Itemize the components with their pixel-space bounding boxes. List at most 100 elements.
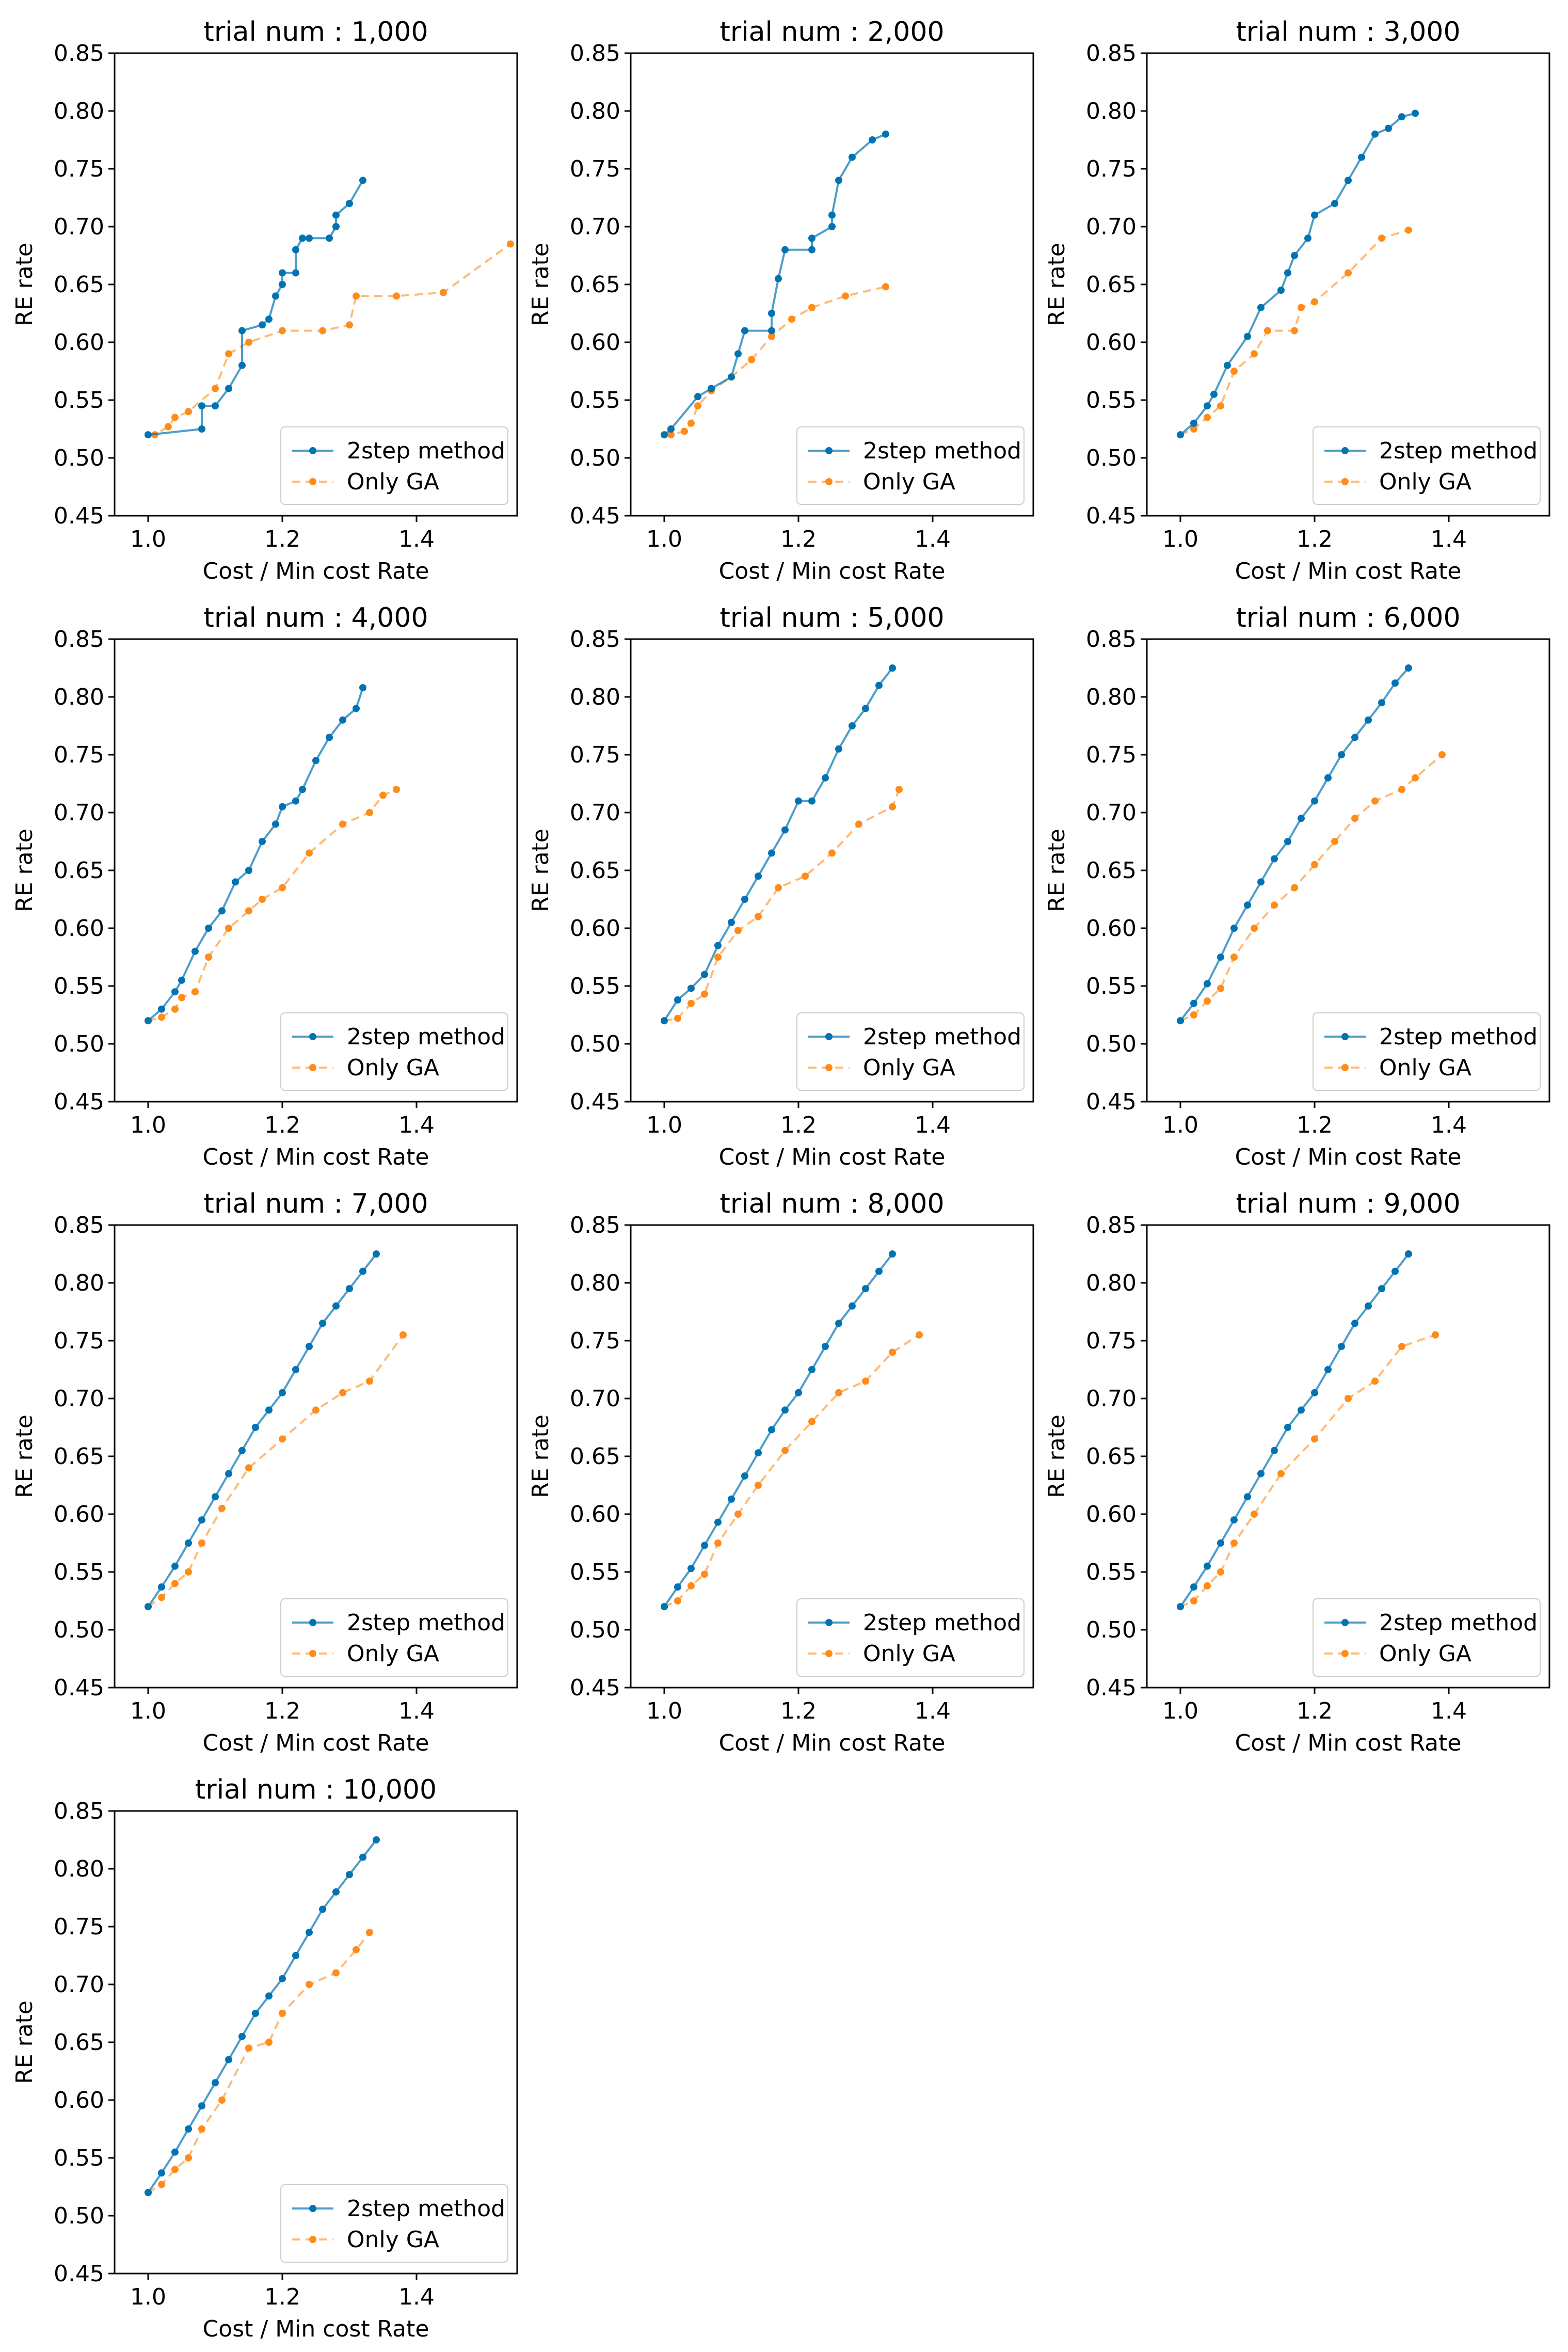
data-point-2step <box>232 878 239 886</box>
data-point-2step <box>849 153 856 161</box>
data-point-only-ga <box>158 1594 165 1601</box>
series-line-only-ga <box>147 1334 404 1608</box>
x-tick-label: 1.0 <box>1162 526 1198 552</box>
data-point-2step <box>265 1992 273 2000</box>
x-tick-label: 1.2 <box>264 2284 300 2310</box>
legend-label-2step: 2step method <box>347 2196 505 2222</box>
chart-panel-9: trial num : 9,000 0.45 0.50 0.55 0.60 0.65 0.7… <box>1044 1188 1550 1756</box>
y-tick-label: 0.75 <box>1086 1328 1137 1354</box>
y-tick-label: 0.45 <box>570 503 620 529</box>
y-tick-label: 0.85 <box>1086 1212 1137 1238</box>
data-point-2step <box>272 292 279 300</box>
data-point-2step <box>1244 1493 1251 1501</box>
y-tick-label: 0.55 <box>570 973 620 999</box>
y-tick-label: 0.60 <box>570 915 620 942</box>
data-point-only-ga <box>191 988 199 996</box>
x-tick-label: 1.2 <box>264 526 300 552</box>
y-axis-label: RE rate <box>1044 243 1070 326</box>
data-point-only-ga <box>353 292 360 300</box>
data-point-2step <box>1298 1406 1305 1414</box>
chart-title: trial num : 3,000 <box>1236 17 1460 47</box>
data-point-2step <box>781 826 789 834</box>
y-tick-label: 0.70 <box>570 1386 620 1412</box>
data-point-only-ga <box>185 1568 192 1576</box>
data-point-2step <box>359 177 366 184</box>
y-tick-label: 0.55 <box>570 1559 620 1585</box>
legend-box <box>1313 1598 1541 1677</box>
data-point-only-ga <box>171 2166 179 2173</box>
legend-label-only-ga: Only GA <box>1379 469 1471 495</box>
data-point-2step <box>279 281 286 288</box>
data-point-2step <box>265 1406 273 1414</box>
data-point-2step <box>1391 679 1399 687</box>
data-point-2step <box>252 2010 259 2017</box>
data-point-2step <box>1217 1539 1224 1547</box>
data-point-only-ga <box>158 2181 165 2188</box>
data-point-2step <box>1412 109 1419 117</box>
data-point-only-ga <box>312 1406 319 1414</box>
data-point-only-ga <box>808 304 815 311</box>
legend-marker-2step <box>309 1619 316 1626</box>
data-point-only-ga <box>507 240 514 248</box>
y-tick-label: 0.70 <box>1086 1386 1137 1412</box>
data-point-2step <box>661 431 668 439</box>
data-point-only-ga <box>775 884 782 892</box>
data-point-only-ga <box>1331 838 1338 845</box>
data-point-2step <box>171 988 179 996</box>
data-point-2step <box>332 223 340 230</box>
series-line-2step <box>663 667 893 1022</box>
data-point-2step <box>158 1583 165 1591</box>
data-point-2step <box>178 976 185 984</box>
y-axis-label: RE rate <box>1044 829 1070 912</box>
x-tick-label: 1.2 <box>264 1112 300 1138</box>
data-point-only-ga <box>788 315 795 323</box>
data-point-only-ga <box>802 872 809 880</box>
data-point-only-ga <box>1371 1377 1379 1385</box>
data-point-only-ga <box>339 820 346 828</box>
data-point-2step <box>1177 1017 1184 1025</box>
data-point-2step <box>808 1366 815 1373</box>
data-point-only-ga <box>279 884 286 892</box>
data-point-2step <box>279 1975 286 1982</box>
y-tick-label: 0.80 <box>1086 1270 1137 1296</box>
series-line-only-ga <box>1180 1333 1436 1608</box>
data-point-2step <box>1405 1250 1412 1258</box>
data-point-2step <box>1177 431 1184 439</box>
data-point-2step <box>1204 980 1211 988</box>
y-tick-label: 0.45 <box>54 1675 104 1701</box>
chart-title: trial num : 8,000 <box>719 1188 944 1219</box>
data-point-only-ga <box>755 913 762 920</box>
chart-panel-6: trial num : 6,000 0.45 0.50 0.55 0.60 0.65 0.7… <box>1044 602 1550 1170</box>
x-axis-label: Cost / Min cost Rate <box>203 558 429 584</box>
data-point-only-ga <box>781 1447 789 1454</box>
data-point-only-ga <box>1251 350 1258 358</box>
y-axis-label: RE rate <box>527 243 554 326</box>
y-tick-label: 0.50 <box>54 2203 104 2229</box>
legend-label-2step: 2step method <box>863 1610 1021 1636</box>
data-point-2step <box>701 971 708 978</box>
x-tick-label: 1.0 <box>130 1698 166 1724</box>
data-point-only-ga <box>1251 1511 1258 1518</box>
data-point-only-ga <box>1378 234 1385 242</box>
data-point-2step <box>259 321 266 329</box>
x-tick-label: 1.4 <box>398 526 435 552</box>
data-point-2step <box>1257 878 1265 886</box>
data-point-2step <box>1351 1320 1358 1327</box>
y-tick-label: 0.45 <box>54 503 104 529</box>
data-point-only-ga <box>681 427 688 435</box>
legend-marker-only-ga <box>825 478 833 485</box>
data-point-only-ga <box>694 402 701 410</box>
data-point-2step <box>212 1493 219 1501</box>
data-point-2step <box>1378 1285 1385 1293</box>
data-point-2step <box>198 1516 205 1524</box>
y-tick-label: 0.75 <box>1086 156 1137 182</box>
data-point-2step <box>332 1302 340 1310</box>
data-point-only-ga <box>1251 925 1258 932</box>
data-point-2step <box>272 820 279 828</box>
data-point-2step <box>781 246 789 253</box>
y-tick-label: 0.65 <box>54 2029 104 2056</box>
y-tick-label: 0.75 <box>1086 742 1137 768</box>
data-point-only-ga <box>1217 984 1224 992</box>
data-point-2step <box>849 1302 856 1310</box>
legend-marker-2step <box>309 447 316 454</box>
